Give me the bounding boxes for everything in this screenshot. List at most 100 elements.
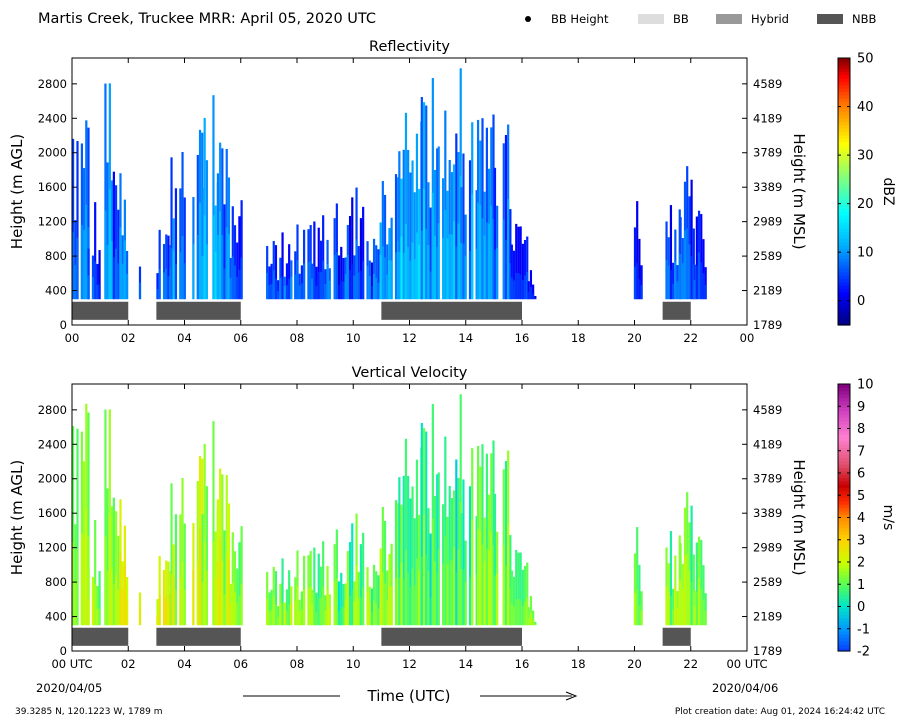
echo-column-lower (158, 268, 161, 300)
echo-column-lower (322, 260, 325, 300)
echo-column-lower (223, 268, 226, 300)
echo-column (504, 461, 508, 626)
echo-column (398, 151, 401, 300)
echo-column-lower (359, 270, 363, 300)
echo-column (690, 505, 693, 626)
echo-column-lower (444, 535, 447, 626)
colorbar-segment (838, 630, 850, 635)
echo-column-lower (672, 283, 675, 300)
echo-column-lower (493, 575, 497, 626)
echo-column (87, 569, 90, 626)
echo-column-lower (322, 586, 325, 626)
echo-column-lower (375, 277, 378, 300)
echo-column-lower (402, 252, 405, 300)
echo-column-lower (502, 219, 505, 300)
echo-column-lower (76, 237, 79, 300)
echo-column-lower (285, 611, 289, 626)
echo-column (532, 610, 535, 626)
echo-column-lower (521, 605, 524, 626)
echo-column-lower (355, 565, 358, 626)
colorbar-segment (838, 224, 850, 229)
legend-item-bb: BB (638, 12, 689, 26)
echo-column (162, 243, 166, 300)
echo-column-lower (386, 274, 389, 300)
echo-column-lower (357, 272, 360, 300)
colorbar-segment (838, 198, 850, 203)
echo-column-lower (521, 279, 524, 300)
echo-column-lower (324, 609, 327, 626)
colorbar-tick-label: 0 (857, 600, 865, 615)
y-tick-label: 2800 (38, 77, 67, 91)
echo-column (481, 118, 484, 300)
echo-column-lower (277, 617, 280, 626)
echo-column (203, 117, 206, 300)
echo-column-lower (274, 278, 278, 300)
echo-column-lower (104, 536, 107, 626)
echo-column-lower (288, 605, 291, 626)
echo-column (515, 549, 518, 626)
echo-column (492, 440, 495, 626)
echo-column (351, 197, 354, 300)
echo-column (359, 218, 363, 300)
echo-column (231, 206, 234, 300)
echo-column (322, 215, 325, 300)
colorbar-segment (838, 284, 850, 289)
echo-column-lower (509, 262, 512, 300)
echo-column-lower (532, 619, 535, 626)
echo-column-lower (702, 599, 705, 626)
echo-column (468, 486, 472, 626)
echo-column-lower (379, 254, 382, 300)
echo-column (225, 148, 228, 300)
echo-column-lower (381, 572, 384, 626)
echo-column-lower (221, 234, 224, 300)
x-tick-label: 16 (515, 657, 530, 671)
echo-column-lower (444, 209, 447, 300)
echo-column (238, 216, 241, 300)
echo-column-lower (212, 215, 215, 300)
echo-column (340, 246, 343, 300)
echo-column (383, 194, 387, 300)
echo-column-lower (411, 242, 414, 300)
colorbar-segment (838, 168, 850, 173)
colorbar-segment (838, 567, 850, 572)
echo-column (493, 167, 497, 300)
echo-column (238, 542, 241, 626)
x-tick-label: 22 (683, 331, 698, 345)
echo-column-lower (429, 271, 432, 300)
echo-column (427, 508, 430, 626)
echo-column (420, 422, 423, 626)
echo-column-lower (468, 250, 472, 300)
colorbar-tick-label: 10 (857, 246, 874, 261)
echo-column (233, 551, 237, 626)
echo-column-lower (170, 574, 173, 626)
y-tick-label: 2000 (38, 146, 67, 160)
echo-column (418, 514, 421, 626)
colorbar-segment (838, 424, 850, 428)
echo-cell (266, 558, 293, 626)
echo-column-lower (415, 232, 419, 300)
echo-cell (333, 523, 354, 626)
echo-column (381, 180, 384, 300)
echo-column (475, 516, 478, 626)
echo-cell (510, 223, 529, 300)
y-tick-label: 1600 (38, 180, 67, 194)
echo-column-lower (490, 205, 493, 300)
colorbar-segment (838, 221, 850, 226)
colorbar-segment (838, 504, 850, 509)
echo-column-lower (400, 562, 403, 626)
colorbar-segment (838, 278, 850, 283)
echo-column-lower (527, 291, 530, 300)
echo-column (212, 95, 215, 300)
colorbar-segment (838, 254, 850, 259)
echo-column-lower (340, 606, 343, 626)
colorbar-segment (838, 58, 850, 62)
echo-column-lower (370, 286, 374, 300)
echo-column-lower (418, 570, 421, 626)
echo-column-lower (683, 230, 687, 300)
y-tick-label-right: 3789 (753, 472, 782, 486)
x-tick-label: 20 (627, 331, 642, 345)
echo-column (300, 265, 303, 300)
echo-column-lower (397, 240, 400, 300)
echo-column (240, 200, 243, 300)
colorbar-segment (838, 460, 850, 465)
